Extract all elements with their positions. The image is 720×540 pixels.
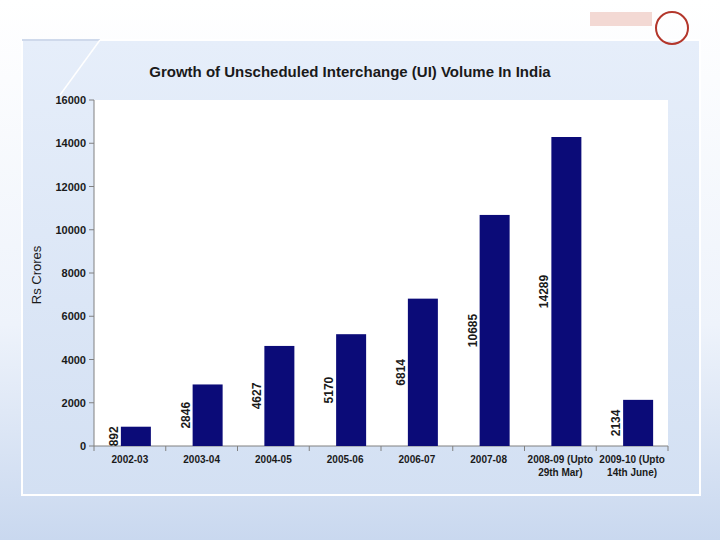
y-tick-label: 6000 — [62, 310, 86, 322]
logo — [656, 12, 688, 44]
data-label: 4627 — [250, 382, 264, 409]
panel-accent — [60, 40, 100, 95]
data-label: 10685 — [466, 313, 480, 347]
y-tick-label: 0 — [80, 440, 86, 452]
data-label: 6814 — [394, 359, 408, 386]
y-tick-label: 4000 — [62, 354, 86, 366]
x-tick-label-line: 2003-04 — [183, 454, 220, 465]
x-tick-label-line: 2009-10 (Upto — [599, 454, 665, 465]
y-tick-label: 16000 — [55, 94, 86, 106]
plot-area — [94, 100, 668, 446]
x-tick — [94, 446, 95, 451]
x-tick-label-line: 2004-05 — [255, 454, 292, 465]
x-tick-label-line: 2007-08 — [470, 454, 507, 465]
y-tick — [89, 143, 94, 144]
x-tick — [237, 446, 238, 451]
x-tick-label: 2007-08 — [470, 454, 507, 465]
x-tick-label-line: 14th June) — [607, 467, 657, 478]
bar — [623, 400, 653, 446]
y-tick — [89, 402, 94, 403]
y-tick — [89, 446, 94, 447]
bar — [121, 427, 151, 446]
x-tick-label: 2006-07 — [399, 454, 436, 465]
data-label: 2134 — [609, 409, 623, 436]
bar — [336, 334, 366, 446]
x-tick — [596, 446, 597, 451]
y-axis-label: Rs Crores — [29, 245, 44, 304]
data-label: 5170 — [322, 376, 336, 403]
data-label: 892 — [107, 426, 121, 446]
x-tick-label: 2003-04 — [183, 454, 220, 465]
y-tick — [89, 229, 94, 230]
y-tick-label: 2000 — [62, 397, 86, 409]
y-tick — [89, 316, 94, 317]
panel — [22, 40, 700, 495]
x-tick-label: 2002-03 — [112, 454, 149, 465]
y-tick-label: 14000 — [55, 137, 86, 149]
y-tick — [89, 359, 94, 360]
chart-svg: Growth of Unscheduled Interchange (UI) V… — [0, 0, 720, 540]
x-tick-label: 2009-10 (Upto 14th June) — [599, 454, 665, 478]
bar — [408, 299, 438, 446]
y-tick-label: 10000 — [55, 224, 86, 236]
y-tick — [89, 100, 94, 101]
title: Growth of Unscheduled Interchange (UI) V… — [149, 63, 551, 80]
bar — [480, 215, 510, 446]
bar — [193, 384, 223, 446]
bar — [264, 346, 294, 446]
x-tick-label-line: 2006-07 — [399, 454, 436, 465]
x-tick — [309, 446, 310, 451]
x-tick — [381, 446, 382, 451]
x-tick — [452, 446, 453, 451]
y-tick — [89, 273, 94, 274]
x-tick-label-line: 29th Mar) — [538, 467, 582, 478]
data-label: 14289 — [537, 274, 551, 308]
x-tick-label: 2005-06 — [327, 454, 364, 465]
x-tick-label-line: 2008-09 (Upto — [528, 454, 594, 465]
y-tick-label: 12000 — [55, 181, 86, 193]
bars — [121, 137, 653, 446]
y-tick-label: 8000 — [62, 267, 86, 279]
x-tick-label-line: 2005-06 — [327, 454, 364, 465]
x-tick-label-line: 2002-03 — [112, 454, 149, 465]
x-tick — [668, 446, 669, 451]
bar — [551, 137, 581, 446]
x-tick-label: 2004-05 — [255, 454, 292, 465]
logo — [590, 12, 652, 26]
x-tick — [165, 446, 166, 451]
y-tick — [89, 186, 94, 187]
x-tick — [524, 446, 525, 451]
data-label: 2846 — [179, 402, 193, 429]
panel-accent — [22, 40, 100, 41]
x-tick-label: 2008-09 (Upto 29th Mar) — [528, 454, 594, 478]
